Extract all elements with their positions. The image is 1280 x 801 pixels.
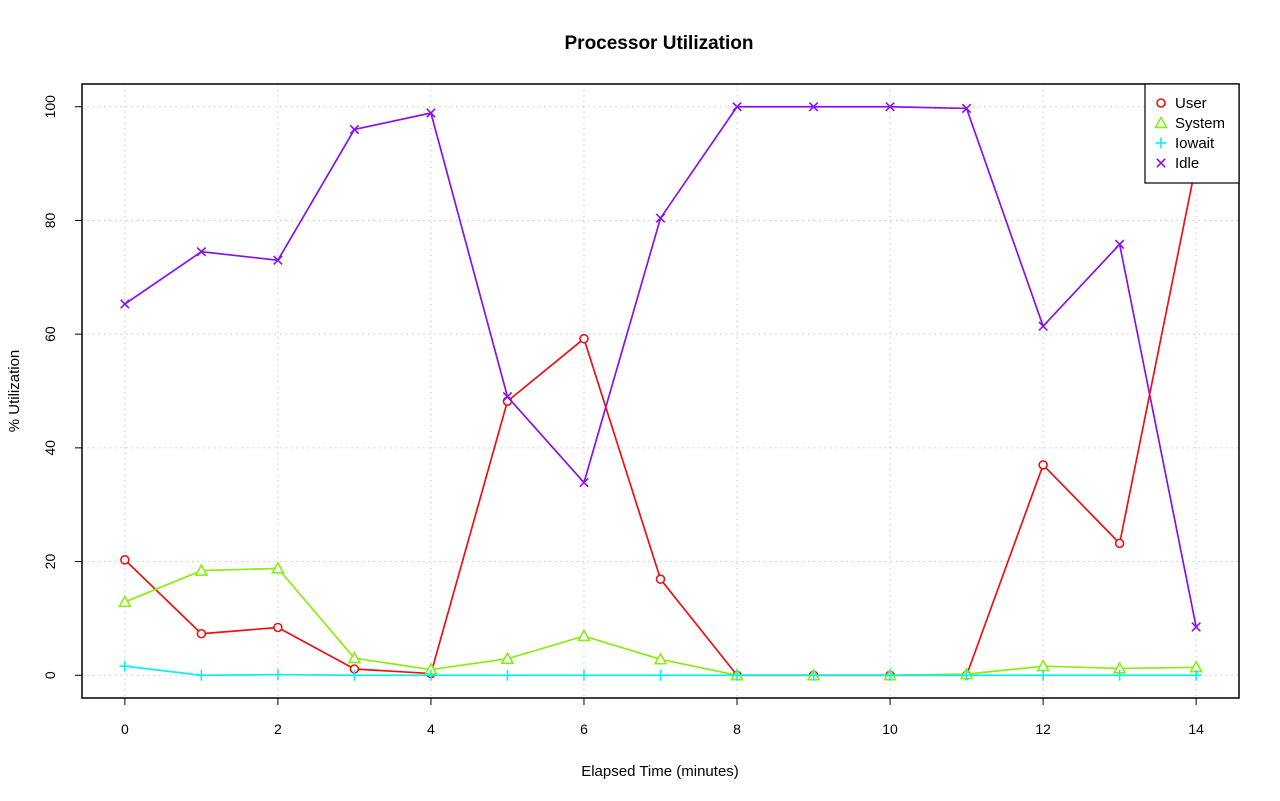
y-tick-label: 40: [42, 440, 58, 456]
x-axis: 0 2 4 6 8 10 12 14: [121, 697, 1204, 737]
legend-marker-user: [1156, 98, 1166, 108]
legend: User System Iowait Idle: [1144, 83, 1240, 184]
data-point-iowait: [808, 669, 820, 681]
data-point-user: [196, 628, 207, 639]
legend-label-idle: Idle: [1175, 155, 1199, 172]
legend-marker-iowait: [1155, 137, 1167, 149]
data-point-iowait: [731, 669, 743, 681]
data-point-idle: [1114, 239, 1125, 250]
x-tick-label: 12: [1035, 721, 1051, 737]
grid: [82, 84, 1239, 698]
data-point-idle: [502, 391, 513, 402]
x-axis-label: Elapsed Time (minutes): [581, 763, 739, 780]
chart-title: Processor Utilization: [565, 33, 754, 54]
series-layer: [117, 101, 1204, 681]
data-point-idle: [426, 108, 436, 118]
data-point-idle: [655, 213, 666, 223]
data-point-iowait: [1190, 669, 1202, 681]
legend-label-system: System: [1175, 115, 1225, 132]
marker-stroke: [426, 108, 436, 118]
y-tick-label: 80: [42, 212, 58, 228]
data-point-iowait: [348, 669, 360, 681]
data-point-iowait: [195, 669, 207, 681]
data-point-iowait: [1114, 669, 1126, 681]
data-point-user: [120, 555, 130, 565]
marker-stroke: [1191, 622, 1201, 632]
series-iowait: [119, 660, 1202, 681]
data-point-user: [579, 333, 589, 344]
y-axis-label: % Utilization: [6, 350, 23, 433]
data-point-idle: [579, 477, 589, 488]
series-line-idle: [124, 105, 1197, 628]
data-point-iowait: [655, 669, 666, 681]
x-tick-label: 4: [427, 721, 435, 737]
data-point-idle: [1191, 622, 1201, 632]
x-tick-label: 14: [1188, 721, 1204, 737]
marker-stroke: [579, 477, 589, 488]
marker-stroke: [732, 101, 742, 112]
marker-stroke: [1114, 239, 1125, 250]
series-idle: [120, 101, 1201, 632]
legend-marker-idle: [1156, 158, 1166, 168]
data-point-idle: [885, 101, 895, 112]
marker-stroke: [1156, 158, 1166, 168]
data-point-iowait: [501, 669, 513, 681]
y-tick-label: 20: [42, 554, 58, 570]
marker-stroke: [885, 101, 895, 112]
y-tick-label: 0: [42, 671, 58, 679]
data-point-idle: [120, 299, 130, 309]
legend-marker-system: [1154, 115, 1168, 129]
data-point-user: [655, 574, 666, 584]
data-point-iowait: [578, 669, 590, 681]
series-user: [120, 158, 1201, 681]
marker-stroke: [808, 101, 819, 112]
data-point-system: [117, 594, 132, 608]
data-point-idle: [961, 103, 972, 114]
data-point-idle: [349, 124, 360, 135]
data-point-system: [271, 561, 285, 574]
x-tick-label: 8: [733, 721, 741, 737]
series-line-user: [124, 163, 1197, 677]
marker-stroke: [1038, 321, 1048, 331]
legend-label-iowait: Iowait: [1175, 135, 1215, 152]
data-point-system: [500, 651, 515, 664]
data-point-iowait: [1037, 669, 1049, 681]
legend-label-user: User: [1175, 95, 1207, 112]
data-point-user: [273, 622, 283, 633]
data-point-system: [347, 651, 362, 664]
x-tick-label: 0: [121, 721, 129, 737]
data-point-user: [1038, 460, 1048, 470]
data-point-idle: [273, 255, 283, 266]
marker-stroke: [961, 103, 972, 114]
y-axis: 0 20 40 60 80 100: [42, 95, 83, 679]
marker-stroke: [120, 299, 130, 309]
data-point-iowait: [961, 669, 973, 681]
y-tick-label: 60: [42, 326, 58, 342]
data-point-user: [1114, 538, 1125, 549]
data-point-system: [577, 628, 591, 642]
marker-stroke: [502, 391, 513, 402]
x-tick-label: 2: [274, 721, 282, 737]
data-point-iowait: [119, 660, 131, 672]
data-point-system: [194, 563, 209, 576]
x-tick-label: 10: [882, 721, 898, 737]
data-point-idle: [1038, 321, 1048, 331]
series-system: [117, 561, 1204, 681]
data-point-iowait: [425, 669, 437, 681]
marker-stroke: [196, 246, 207, 257]
data-point-idle: [196, 246, 207, 257]
marker-stroke: [273, 255, 283, 266]
data-point-iowait: [884, 669, 896, 681]
x-tick-label: 6: [580, 721, 588, 737]
data-point-idle: [808, 101, 819, 112]
marker-stroke: [655, 213, 666, 223]
y-tick-label: 100: [42, 95, 58, 119]
data-point-system: [653, 652, 668, 665]
data-point-idle: [732, 101, 742, 112]
plot-area-frame: [81, 83, 1240, 699]
marker-stroke: [349, 124, 360, 135]
data-point-iowait: [272, 669, 284, 681]
